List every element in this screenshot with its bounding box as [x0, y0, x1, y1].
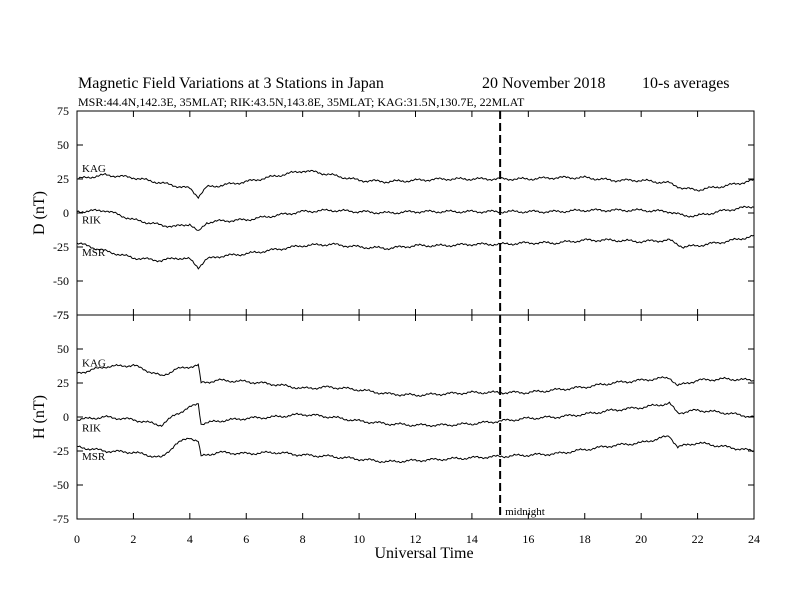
- y-tick-label: 25: [57, 376, 69, 390]
- station-coordinates: MSR:44.4N,142.3E, 35MLAT; RIK:43.5N,143.…: [78, 95, 525, 109]
- y-tick-label: -50: [53, 274, 69, 288]
- y-tick-label: -75: [53, 308, 69, 322]
- x-tick-label: 8: [300, 532, 306, 546]
- y-axis-label: D (nT): [31, 191, 48, 235]
- x-tick-label: 0: [74, 532, 80, 546]
- y-tick-label: 75: [57, 104, 69, 118]
- x-tick-label: 20: [635, 532, 647, 546]
- x-axis-label: Universal Time: [374, 545, 473, 562]
- y-tick-label: -25: [53, 240, 69, 254]
- series-label-kag: KAG: [82, 357, 106, 369]
- x-tick-label: 6: [243, 532, 249, 546]
- midnight-label: midnight: [505, 506, 545, 518]
- series-label-msr: MSR: [82, 247, 106, 259]
- y-tick-label: -25: [53, 444, 69, 458]
- series-line-msr: [76, 234, 755, 270]
- series-line-rik: [76, 205, 755, 231]
- y-tick-label: 0: [63, 206, 69, 220]
- x-tick-label: 22: [692, 532, 704, 546]
- series-label-rik: RIK: [82, 423, 101, 435]
- y-tick-label: 25: [57, 172, 69, 186]
- chart-date: 20 November 2018: [482, 75, 606, 92]
- y-axis-label: H (nT): [31, 395, 48, 439]
- y-tick-label: 0: [63, 410, 69, 424]
- x-tick-label: 18: [579, 532, 591, 546]
- x-tick-label: 12: [410, 532, 422, 546]
- y-tick-label: -75: [53, 512, 69, 526]
- x-tick-label: 24: [748, 532, 760, 546]
- y-tick-label: -50: [53, 478, 69, 492]
- chart-title: Magnetic Field Variations at 3 Stations …: [78, 75, 384, 92]
- y-tick-label: 75: [57, 308, 69, 322]
- series-label-rik: RIK: [82, 215, 101, 227]
- series-label-msr: MSR: [82, 451, 106, 463]
- x-tick-label: 10: [353, 532, 365, 546]
- x-tick-label: 16: [522, 532, 534, 546]
- y-tick-label: 50: [57, 138, 69, 152]
- x-tick-label: 4: [187, 532, 193, 546]
- x-tick-label: 14: [466, 532, 478, 546]
- y-tick-label: 50: [57, 342, 69, 356]
- plot-frame: [76, 314, 755, 520]
- series-label-kag: KAG: [82, 163, 106, 175]
- series-line-rik: [76, 401, 755, 428]
- chart-averaging: 10-s averages: [642, 75, 730, 92]
- series-line-kag: [76, 363, 755, 397]
- x-tick-label: 2: [130, 532, 136, 546]
- declination-panel: 75 50 25 0 -25 -50 -75 D (nT) KAG RIK MSR: [31, 104, 755, 322]
- series-line-kag: [76, 169, 755, 200]
- series-line-msr: [76, 435, 755, 464]
